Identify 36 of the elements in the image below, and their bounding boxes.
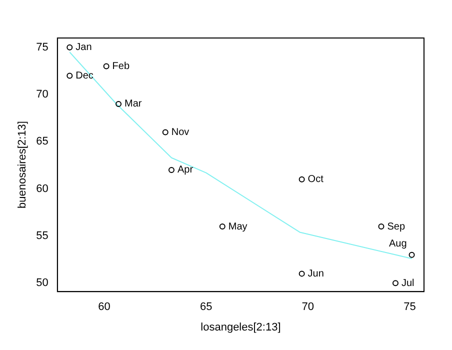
annotation: Aug [388,238,407,250]
annotation: Sep [387,221,406,232]
y-tick-label: 60 [36,182,48,195]
y-axis-title: buenosaires[2:13] [16,121,29,209]
y-tick-label: 65 [36,136,48,148]
x-tick-label: 65 [200,301,212,314]
y-tick-label: 70 [36,88,48,101]
annotation: Mar [124,98,142,110]
annotation: Feb [112,61,130,72]
annotation: Dec [76,70,94,82]
annotation: Jan [76,42,92,54]
point [168,166,174,173]
annotation: Oct [308,174,324,186]
point [103,63,110,70]
annotation: May [228,221,248,232]
point [378,224,384,230]
annotation: Jun [308,268,324,280]
point [162,129,168,136]
point [392,280,398,286]
point [116,100,122,107]
annotation: Nov [171,127,190,138]
x-tick-label: 75 [404,301,416,314]
y-tick-label: 50 [36,277,48,290]
annotation: Apr [177,164,194,176]
y-tick-label: 75 [36,41,48,54]
point [219,224,226,230]
point [298,176,305,182]
point [298,270,305,277]
point [66,44,73,50]
point [408,252,415,258]
x-tick-label: 70 [302,301,314,314]
annotation: Jul [401,278,414,289]
point [66,72,73,79]
x-tick-label: 60 [98,301,110,314]
y-tick-label: 55 [36,230,48,242]
x-axis-title: losangeles[2:13] [200,321,281,334]
